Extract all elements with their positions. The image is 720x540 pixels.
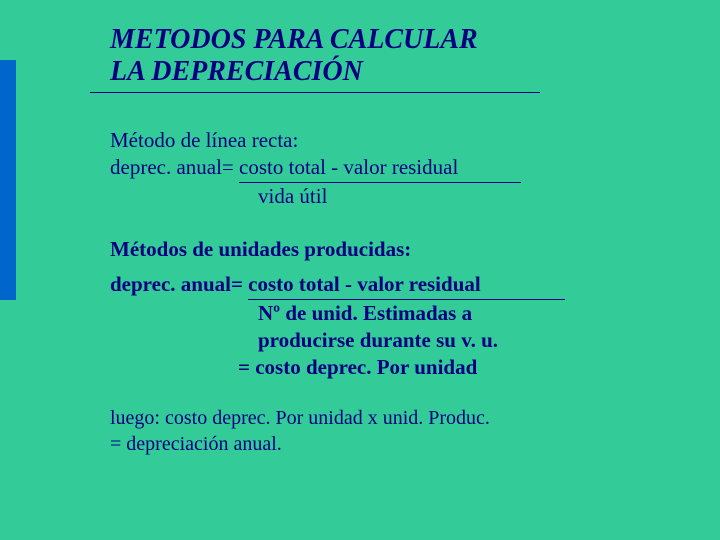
section1-lhs: deprec. anual= [110, 155, 239, 179]
footer-line2: = depreciación anual. [110, 432, 680, 458]
section1-heading: Método de línea recta: [110, 127, 680, 154]
title-line-1: METODOS PARA CALCULAR [110, 24, 478, 55]
section2-numerator: costo total - valor residual [248, 272, 481, 296]
section2-lhs: deprec. anual= [110, 272, 248, 296]
title-underline [90, 92, 540, 93]
footer-block: luego: costo deprec. Por unidad x unid. … [110, 406, 680, 457]
section2-formula-top: deprec. anual= costo total - valor resid… [110, 271, 680, 300]
section2-numerator-pad [481, 272, 565, 296]
slide-title: METODOS PARA CALCULAR LA DEPRECIACIÓN [110, 24, 680, 88]
footer-line1: luego: costo deprec. Por unidad x unid. … [110, 406, 680, 432]
section1-formula-top: deprec. anual= costo total - valor resid… [110, 154, 680, 183]
section2-numerator-line: costo total - valor residual [248, 271, 565, 300]
section1-numerator-pad [458, 155, 521, 179]
section1-numerator: costo total - valor residual [239, 155, 458, 179]
section1-numerator-line: costo total - valor residual [239, 154, 521, 183]
left-accent-bar [0, 60, 16, 300]
section1-denominator: vida útil [110, 183, 680, 210]
section2-denom-line2: producirse durante su v. u. [110, 327, 680, 354]
title-line-2: LA DEPRECIACIÓN [110, 56, 363, 87]
section2-heading: Métodos de unidades producidas: [110, 236, 680, 263]
section2-denom-line1: Nº de unid. Estimadas a [110, 300, 680, 327]
body: Método de línea recta: deprec. anual= co… [110, 127, 680, 457]
section-unidades-producidas: Métodos de unidades producidas: deprec. … [110, 236, 680, 380]
slide-content: METODOS PARA CALCULAR LA DEPRECIACIÓN Mé… [0, 0, 720, 478]
section-linea-recta: Método de línea recta: deprec. anual= co… [110, 127, 680, 210]
section2-result: = costo deprec. Por unidad [110, 354, 680, 381]
